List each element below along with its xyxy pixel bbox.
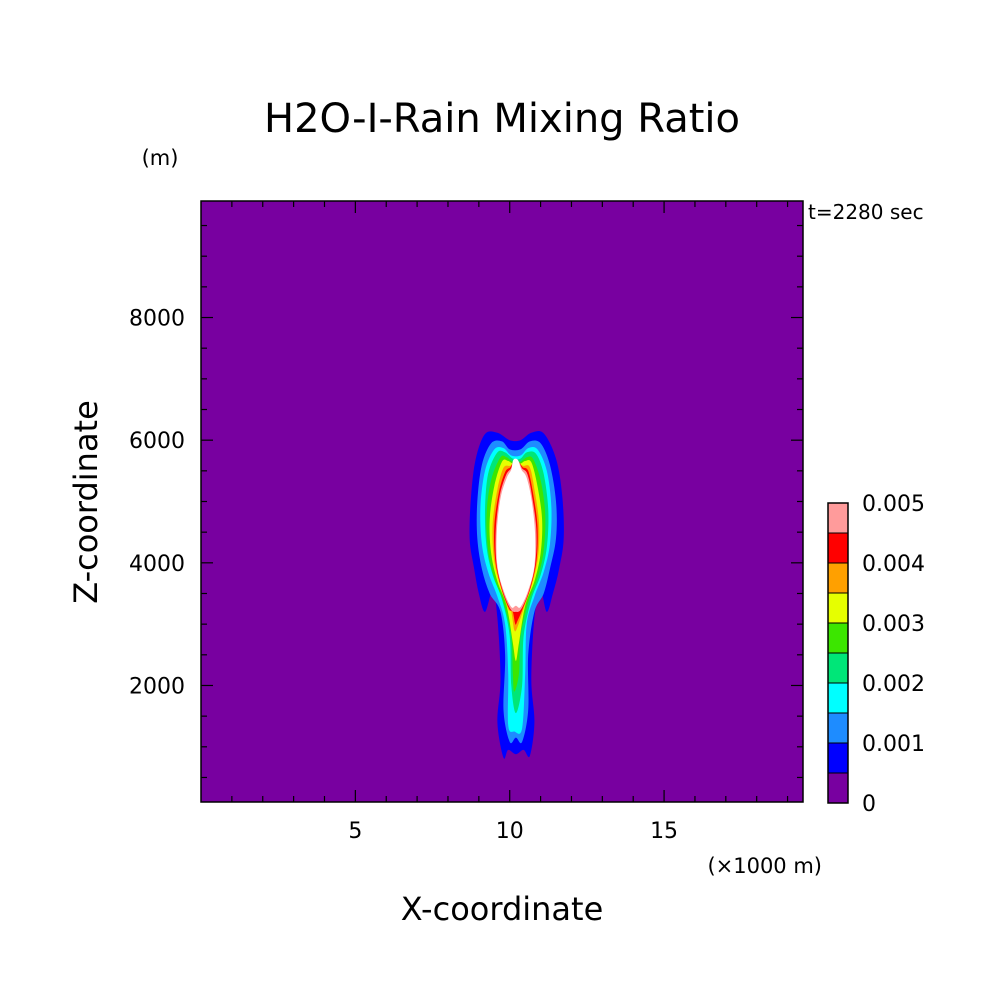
colorbar-band — [827, 592, 849, 624]
colorbar-label: 0.003 — [862, 612, 925, 637]
y-tick-labels: 2000 4000 6000 8000 — [129, 307, 185, 700]
plot-area — [200, 200, 804, 803]
chart-title: H2O-I-Rain Mixing Ratio — [264, 96, 740, 142]
colorbar-band — [827, 652, 849, 684]
colorbar-label: 0.004 — [862, 552, 925, 577]
colorbar-band — [827, 712, 849, 744]
colorbar-band — [827, 502, 849, 534]
colorbar-label: 0 — [862, 792, 876, 817]
y-unit-label: (m) — [142, 146, 179, 170]
x-tick-labels: 5 10 15 — [348, 819, 678, 844]
x-axis-label: X-coordinate — [401, 890, 604, 928]
colorbar-band — [827, 682, 849, 714]
colorbar-band — [827, 772, 849, 804]
colorbar-band — [827, 562, 849, 594]
y-tick-label: 6000 — [129, 429, 185, 454]
colorbar-label: 0.002 — [862, 672, 925, 697]
y-tick-label: 8000 — [129, 307, 185, 332]
y-axis-label: Z-coordinate — [67, 400, 105, 604]
y-tick-label: 4000 — [129, 552, 185, 577]
colorbar-band — [827, 742, 849, 774]
tick-layer — [201, 201, 803, 802]
time-label: t=2280 sec — [808, 200, 924, 224]
contour-band-0.005 — [496, 458, 536, 608]
x-unit-label: (×1000 m) — [707, 854, 822, 878]
x-tick-label: 5 — [348, 819, 362, 844]
colorbar-band — [827, 622, 849, 654]
colorbar-band — [827, 532, 849, 564]
colorbar-label: 0.001 — [862, 732, 925, 757]
y-tick-label: 2000 — [129, 674, 185, 699]
colorbar-label: 0.005 — [862, 492, 925, 517]
contour-layer — [469, 431, 564, 759]
x-tick-label: 10 — [496, 819, 524, 844]
colorbar — [827, 502, 849, 804]
x-tick-label: 15 — [650, 819, 678, 844]
colorbar-labels: 0 0.001 0.002 0.003 0.004 0.005 — [862, 492, 925, 817]
colorbar-frame — [827, 502, 849, 804]
